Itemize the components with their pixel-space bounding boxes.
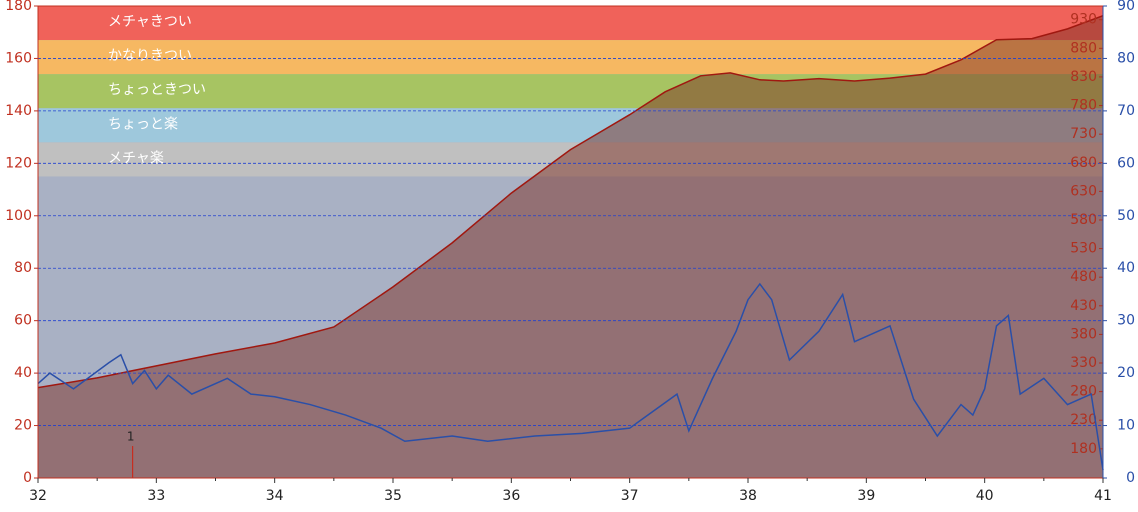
speed-tick-label: 10 [1117,418,1135,434]
elevation-tick-label: 680 [1070,155,1097,171]
y-tick-label: 120 [5,155,32,171]
x-tick-label: 35 [384,488,402,504]
speed-tick-label: 60 [1117,155,1135,171]
elevation-line [37,15,1104,389]
y-tick-label: 20 [14,418,32,434]
elevation-tick-label: 330 [1070,355,1097,371]
elevation-tick-label: 480 [1070,269,1097,285]
y-tick-label: 140 [5,103,32,119]
elevation-tick-label: 630 [1070,183,1097,199]
elevation-tick-label: 780 [1070,98,1097,114]
elevation-tick-label: 730 [1070,126,1097,142]
elevation-tick-label: 530 [1070,241,1097,257]
y-tick-label: 0 [23,470,32,486]
x-tick-label: 38 [739,488,757,504]
x-tick-label: 32 [29,488,47,504]
zone-label: メチャきつい [108,14,192,30]
zone-label: かなりきつい [108,48,192,64]
elevation-tick-label: 280 [1070,384,1097,400]
x-tick-label: 36 [502,488,520,504]
elevation-tick-label: 430 [1070,298,1097,314]
zone-band [38,40,1103,75]
elevation-area [38,15,1103,478]
elevation-tick-label: 830 [1070,69,1097,85]
elevation-tick-label: 580 [1070,212,1097,228]
speed-tick-label: 30 [1117,313,1135,329]
speed-tick-label: 80 [1117,50,1135,66]
speed-tick-label: 90 [1117,0,1135,14]
x-tick-label: 41 [1094,488,1112,504]
elevation-tick-label: 880 [1070,40,1097,56]
speed-line [37,282,1104,471]
zone-band [38,6,1103,41]
y-tick-label: 60 [14,313,32,329]
x-tick-label: 39 [857,488,875,504]
x-tick-label: 34 [266,488,284,504]
speed-tick-label: 50 [1117,208,1135,224]
speed-tick-label: 0 [1126,470,1135,486]
elevation-tick-label: 380 [1070,326,1097,342]
y-tick-label: 160 [5,50,32,66]
elevation-tick-label: 180 [1070,441,1097,457]
x-tick-label: 40 [976,488,994,504]
y-tick-label: 180 [5,0,32,14]
zone-label: メチャ楽 [108,150,164,166]
elevation-tick-label: 230 [1070,412,1097,428]
x-tick-label: 37 [621,488,639,504]
lap-label: 1 [127,430,135,444]
speed-tick-label: 20 [1117,365,1135,381]
y-tick-label: 100 [5,208,32,224]
elevation-tick-label: 930 [1070,12,1097,28]
y-tick-label: 80 [14,260,32,276]
zone-label: ちょっと楽 [108,116,178,132]
x-tick-label: 33 [147,488,165,504]
speed-tick-label: 70 [1117,103,1135,119]
speed-tick-label: 40 [1117,260,1135,276]
zone-label: ちょっときつい [108,82,206,98]
y-tick-label: 40 [14,365,32,381]
